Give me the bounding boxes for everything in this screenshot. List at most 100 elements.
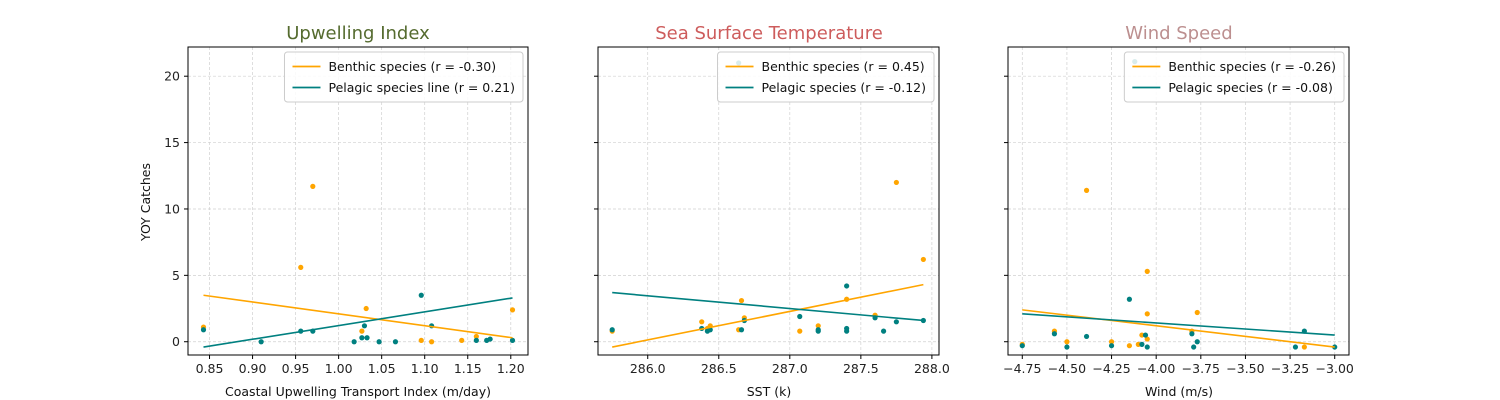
x-tick-label: 288.0 xyxy=(914,361,950,376)
x-tick-label: −3.00 xyxy=(1316,361,1354,376)
data-point xyxy=(310,183,316,189)
fit-line-benthic xyxy=(1022,309,1335,348)
x-tick-label: 286.5 xyxy=(701,361,737,376)
fit-line-pelagic xyxy=(612,291,924,322)
fit-line-pelagic xyxy=(1022,313,1335,336)
x-axis-label: SST (k) xyxy=(747,384,791,399)
plot-frame xyxy=(1007,46,1350,356)
data-point xyxy=(1083,333,1090,340)
data-point xyxy=(359,328,365,334)
legend-entry: Benthic species (r = -0.30) xyxy=(328,59,496,74)
panel-title: Sea Surface Temperature xyxy=(655,23,883,44)
data-point xyxy=(392,339,399,345)
data-point xyxy=(1051,331,1058,337)
data-point xyxy=(1144,336,1150,342)
data-point xyxy=(1144,268,1150,274)
data-point xyxy=(738,297,745,304)
data-point xyxy=(815,323,821,329)
legend-box xyxy=(1123,51,1345,103)
data-point xyxy=(298,264,304,270)
x-tick-label: −4.25 xyxy=(1092,361,1130,376)
data-point xyxy=(609,327,615,333)
data-point xyxy=(200,327,207,333)
panel-upwelling-index: Upwelling Index Coastal Upwelling Transp… xyxy=(164,23,529,399)
legend-box xyxy=(717,51,935,103)
data-point xyxy=(1194,339,1200,345)
x-tick-label: 0.90 xyxy=(239,361,267,376)
data-point xyxy=(418,337,424,343)
data-point xyxy=(1191,344,1197,350)
data-point xyxy=(844,283,850,289)
y-tick-label: 20 xyxy=(164,69,180,84)
data-point xyxy=(1019,343,1025,349)
data-point xyxy=(1083,187,1090,193)
data-point xyxy=(258,339,264,345)
data-point xyxy=(797,313,803,320)
data-point xyxy=(351,339,357,345)
x-tick-label: 1.00 xyxy=(325,361,353,376)
data-point xyxy=(509,307,516,313)
data-point xyxy=(1189,331,1195,337)
data-point xyxy=(1108,343,1115,349)
data-point xyxy=(707,327,713,333)
series-pelagic xyxy=(1019,59,1338,350)
x-tick-label: 0.95 xyxy=(282,361,310,376)
panel-sea-surface-temperature: Sea Surface Temperature SST (k) 286.0 286… xyxy=(594,23,950,399)
panel-title: Upwelling Index xyxy=(286,23,430,44)
y-tick-label: 15 xyxy=(164,135,180,150)
data-point xyxy=(1139,332,1145,338)
fit-line-pelagic xyxy=(203,297,513,348)
data-point xyxy=(1142,332,1149,338)
y-tick-label: 5 xyxy=(172,268,180,283)
x-tick-label: −4.50 xyxy=(1048,361,1086,376)
data-point xyxy=(815,328,821,334)
data-point xyxy=(361,323,368,329)
series-benthic xyxy=(1019,187,1307,350)
x-axis-label: Coastal Upwelling Transport Index (m/day… xyxy=(225,384,491,399)
data-point xyxy=(1126,343,1133,349)
data-point xyxy=(1064,344,1070,350)
data-point xyxy=(844,328,850,334)
data-point xyxy=(797,328,803,334)
x-tick-label: −3.75 xyxy=(1182,361,1220,376)
x-tick-label: 1.10 xyxy=(411,361,439,376)
data-point xyxy=(487,336,493,342)
legend-entry: Benthic species (r = -0.26) xyxy=(1168,59,1336,74)
data-point xyxy=(459,337,465,343)
x-tick-label: 1.05 xyxy=(368,361,396,376)
data-point xyxy=(473,333,479,340)
data-point xyxy=(1144,311,1150,317)
data-point xyxy=(428,339,435,345)
data-point xyxy=(920,256,926,263)
data-point xyxy=(509,337,516,343)
x-tick-label: 0.85 xyxy=(196,361,224,376)
legend: Benthic species (r = -0.30) Pelagic speci… xyxy=(283,51,524,103)
series-benthic xyxy=(609,179,926,334)
data-point xyxy=(893,179,899,186)
x-tick-label: −4.00 xyxy=(1137,361,1175,376)
data-point xyxy=(1144,344,1150,350)
data-point xyxy=(1194,309,1200,316)
legend-box xyxy=(283,51,524,103)
legend-entry: Pelagic species line (r = 0.21) xyxy=(328,80,515,95)
legend: Benthic species (r = -0.26) Pelagic speci… xyxy=(1123,51,1345,103)
data-point xyxy=(1135,341,1141,347)
data-point xyxy=(1108,339,1115,345)
data-point xyxy=(473,337,479,343)
x-tick-label: 287.0 xyxy=(772,361,808,376)
y-axis-label: YOY Catches xyxy=(138,163,153,242)
data-point xyxy=(418,292,424,298)
data-point xyxy=(893,319,899,325)
data-point xyxy=(376,339,382,345)
data-point xyxy=(1064,339,1070,345)
plot-frame xyxy=(597,46,940,356)
x-tick-label: −3.25 xyxy=(1271,361,1309,376)
series-pelagic xyxy=(200,292,516,345)
x-axis-label: Wind (m/s) xyxy=(1145,384,1213,399)
legend: Benthic species (r = 0.45) Pelagic specie… xyxy=(717,51,935,103)
data-point xyxy=(880,328,887,334)
fit-line-benthic xyxy=(612,283,924,348)
data-point xyxy=(738,327,745,333)
data-point xyxy=(364,335,370,341)
